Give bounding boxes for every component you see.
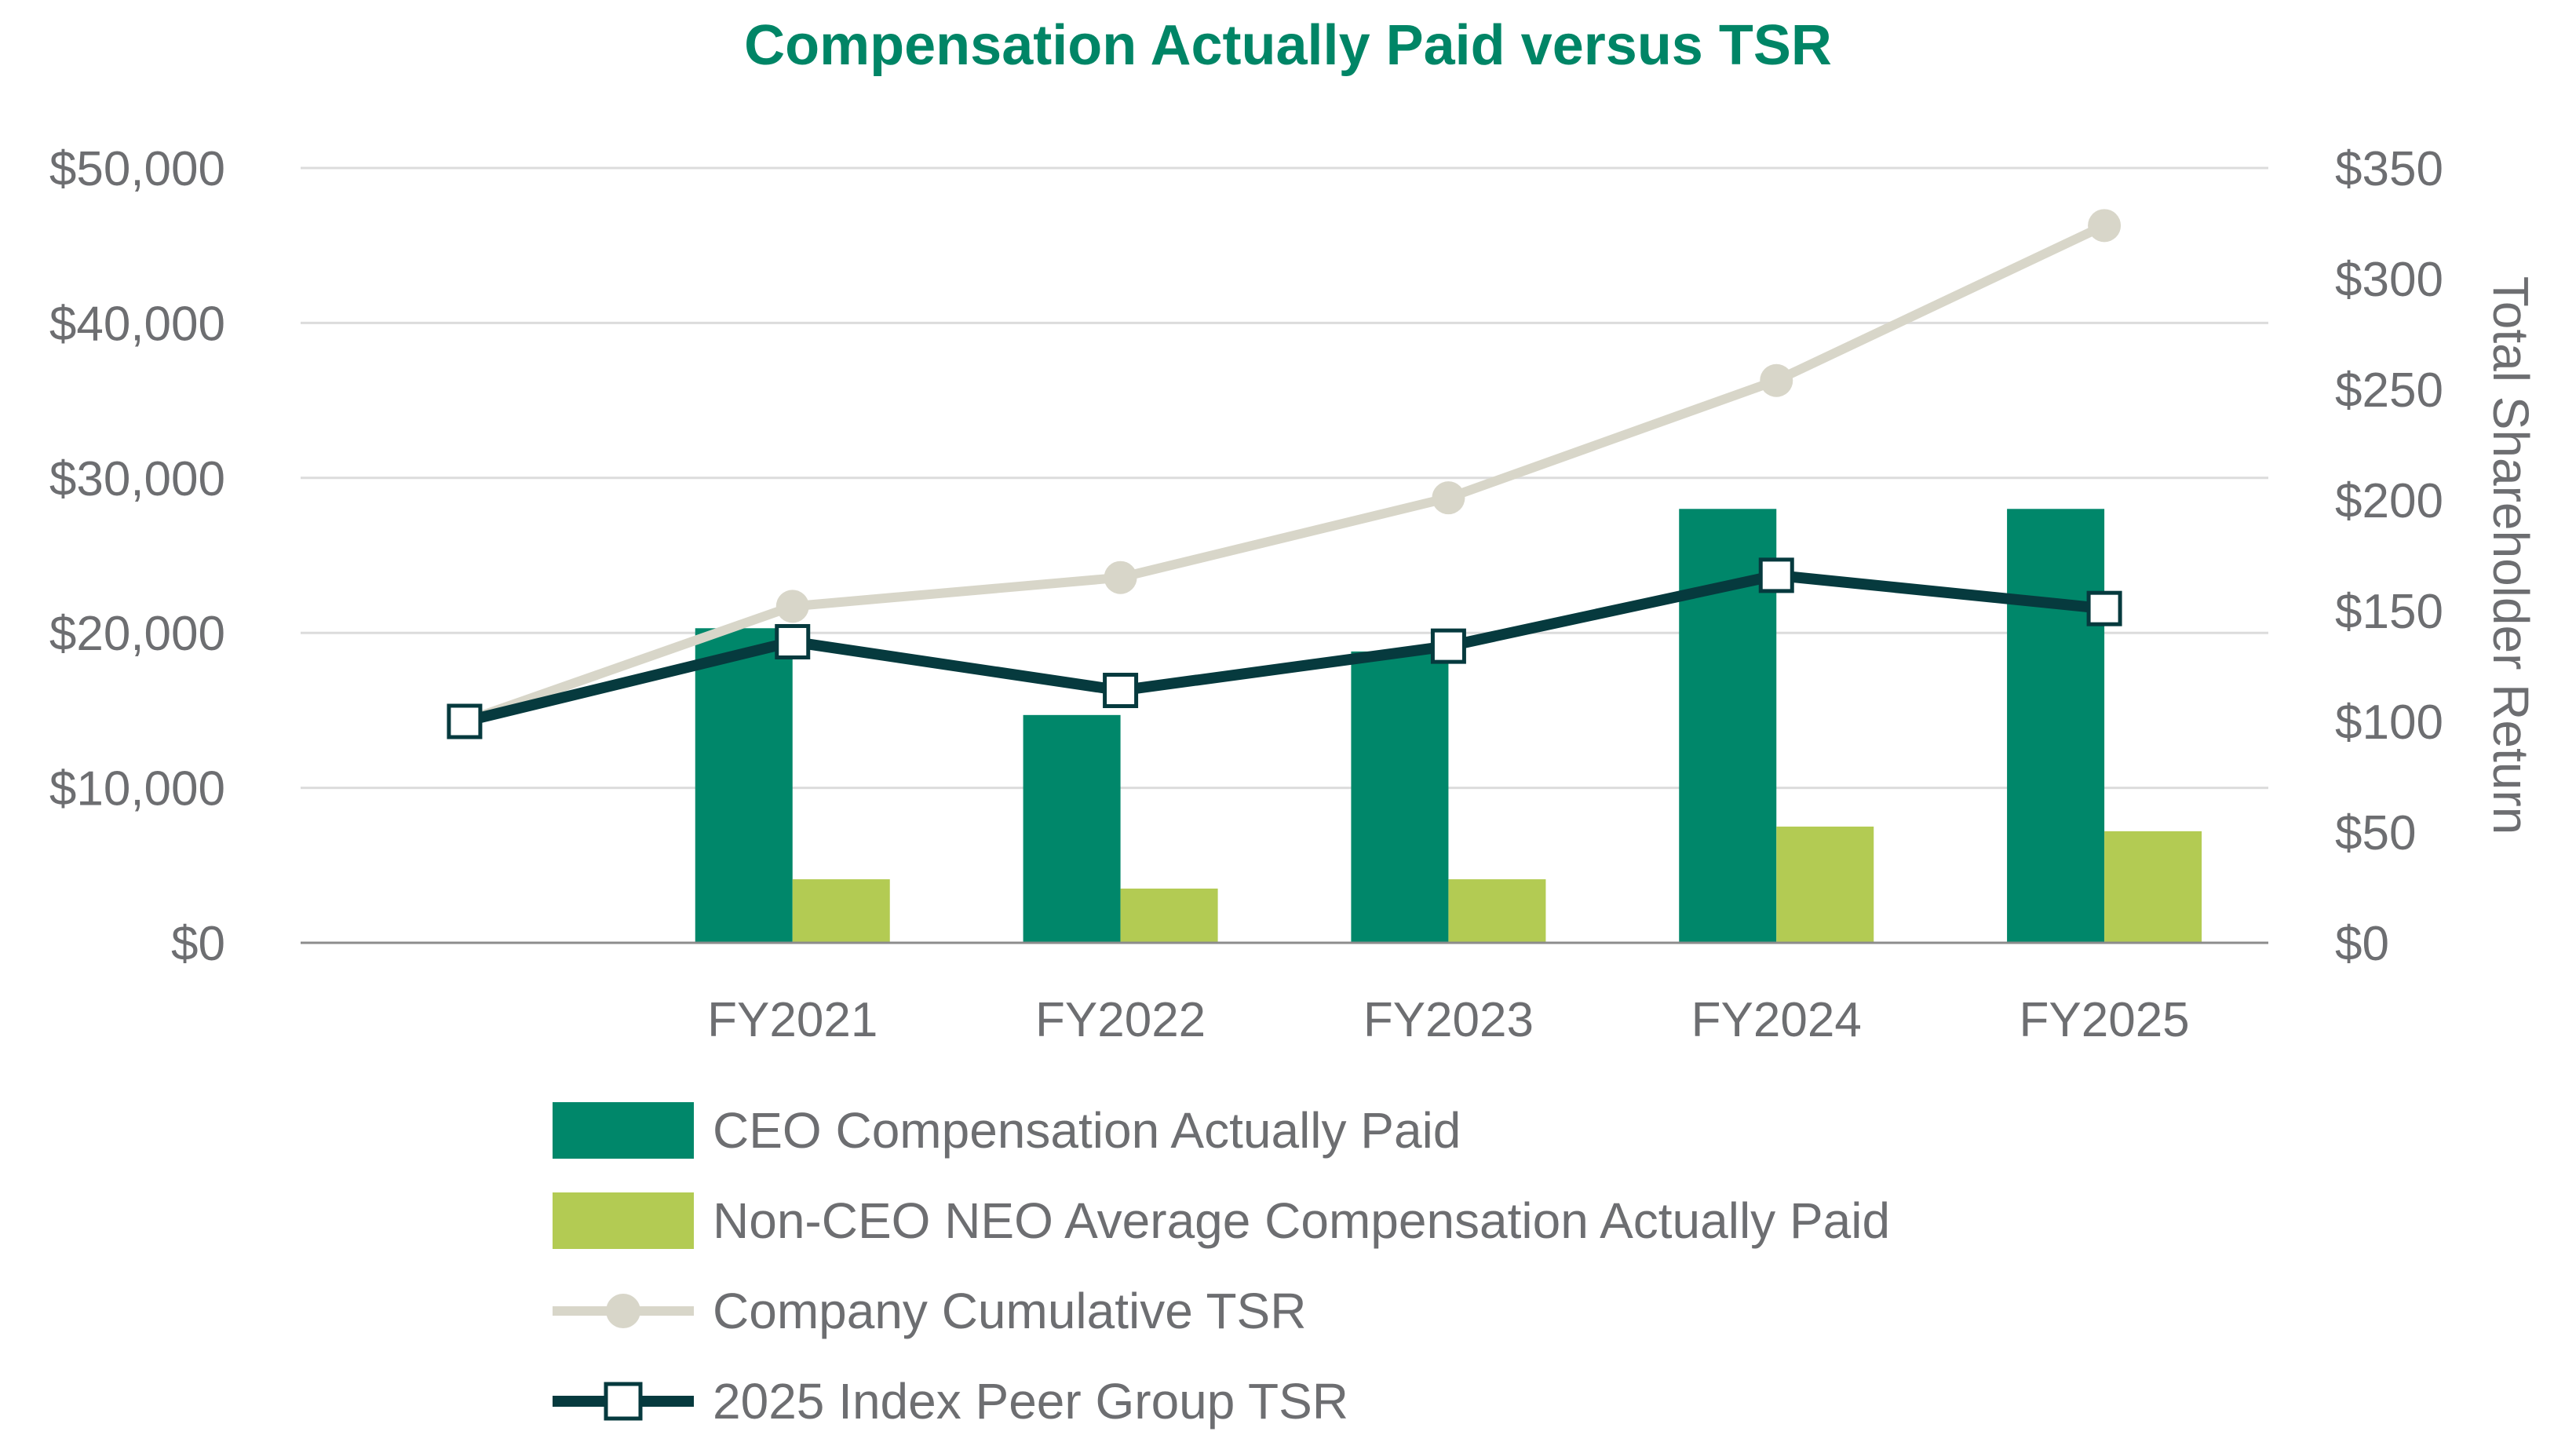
legend-label: Non-CEO NEO Average Compensation Actuall… [713,1192,1890,1249]
y-left-tick-label: $50,000 [49,142,225,196]
y-left-tick-label: $40,000 [49,297,225,351]
y-right-tick-label: $0 [2335,917,2389,971]
chart-title: Compensation Actually Paid versus TSR [744,14,1832,77]
square-marker [447,703,483,739]
bar [2104,831,2202,943]
legend: CEO Compensation Actually Paid Non-CEO NE… [553,1102,1890,1430]
legend-label: Company Cumulative TSR [713,1283,1306,1339]
bar [1120,888,1218,943]
y-right-tick-label: $50 [2335,806,2416,860]
x-tick-label: FY2024 [1691,993,1862,1047]
y-right-axis-title: Total Shareholder Return [2483,276,2539,835]
bar-layer [695,509,2202,943]
square-marker [1430,628,1466,664]
square-marker [1758,557,1794,593]
circle-marker [2088,209,2122,243]
bar [1776,826,1874,943]
y-left-tick-label: $10,000 [49,762,225,816]
circle-marker [1432,481,1465,515]
y-right-tick-label: $150 [2335,585,2443,639]
bar [1023,714,1121,943]
y-right-tick-label: $350 [2335,142,2443,196]
y-right-tick-label: $200 [2335,474,2443,528]
square-marker [2086,590,2122,626]
x-tick-label: FY2021 [707,993,878,1047]
bar [2007,509,2105,943]
bar [1448,879,1546,943]
bar [695,628,793,943]
x-tick-label: FY2025 [2020,993,2190,1047]
series-line [459,221,2110,726]
series-line [458,569,2111,727]
legend-label: CEO Compensation Actually Paid [713,1102,1461,1159]
square-marker [775,623,811,659]
square-marker [1103,673,1139,709]
bar [792,879,890,943]
grid-layer [301,166,2268,790]
axis-layer: $0 $10,000 $20,000 $30,000 $40,000 $50,000 $0 $… [49,142,2539,1047]
circle-marker [1104,561,1137,594]
legend-marker [604,1382,643,1421]
y-right-tick-label: $250 [2335,363,2443,418]
circle-marker [775,590,809,623]
y-left-tick-label: $30,000 [49,452,225,506]
y-left-tick-label: $20,000 [49,607,225,661]
y-right-tick-label: $100 [2335,696,2443,750]
line-layer [447,209,2122,739]
legend-marker [606,1294,640,1328]
legend-swatch [553,1102,694,1159]
y-left-tick-label: $0 [171,917,225,971]
legend-swatch [553,1192,694,1249]
y-right-tick-label: $300 [2335,253,2443,307]
x-tick-label: FY2023 [1363,993,1534,1047]
x-tick-label: FY2022 [1035,993,1206,1047]
bar [1351,651,1449,943]
legend-label: 2025 Index Peer Group TSR [713,1373,1348,1430]
circle-marker [1760,363,1793,397]
